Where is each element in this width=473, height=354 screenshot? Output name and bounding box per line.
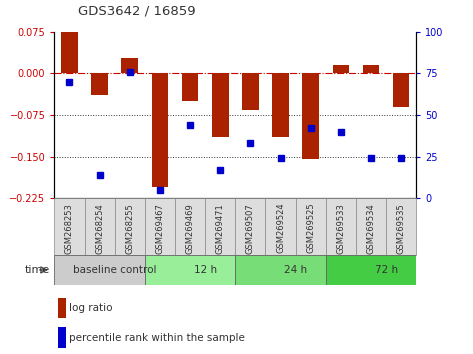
FancyBboxPatch shape (85, 198, 114, 255)
Text: GSM269534: GSM269534 (367, 203, 376, 253)
FancyBboxPatch shape (114, 198, 145, 255)
Text: 72 h: 72 h (375, 265, 398, 275)
Text: GSM268253: GSM268253 (65, 203, 74, 254)
FancyBboxPatch shape (54, 255, 145, 285)
Text: log ratio: log ratio (69, 303, 113, 313)
FancyBboxPatch shape (175, 198, 205, 255)
Bar (61, 32, 78, 74)
Text: GSM269524: GSM269524 (276, 203, 285, 253)
Text: GDS3642 / 16859: GDS3642 / 16859 (78, 5, 196, 18)
Text: GSM269467: GSM269467 (156, 203, 165, 254)
Bar (302, 74, 319, 159)
Text: GSM269525: GSM269525 (306, 203, 315, 253)
FancyBboxPatch shape (235, 198, 265, 255)
FancyBboxPatch shape (145, 198, 175, 255)
Text: GSM268254: GSM268254 (95, 203, 104, 253)
Bar (363, 65, 379, 74)
Text: baseline control: baseline control (73, 265, 157, 275)
FancyBboxPatch shape (326, 198, 356, 255)
Text: 12 h: 12 h (193, 265, 217, 275)
Text: GSM269533: GSM269533 (336, 203, 345, 254)
FancyBboxPatch shape (356, 198, 386, 255)
Bar (152, 74, 168, 187)
FancyBboxPatch shape (145, 255, 235, 285)
Text: GSM268255: GSM268255 (125, 203, 134, 253)
Text: GSM269469: GSM269469 (185, 203, 194, 253)
Bar (212, 74, 228, 137)
Bar (393, 74, 410, 107)
FancyBboxPatch shape (296, 198, 326, 255)
Text: GSM269471: GSM269471 (216, 203, 225, 253)
Bar (91, 74, 108, 95)
Text: 24 h: 24 h (284, 265, 307, 275)
FancyBboxPatch shape (265, 198, 296, 255)
Text: GSM269507: GSM269507 (246, 203, 255, 253)
Text: time: time (25, 265, 50, 275)
Text: GSM269535: GSM269535 (397, 203, 406, 253)
Bar (122, 58, 138, 74)
FancyBboxPatch shape (235, 255, 326, 285)
Bar (242, 74, 259, 109)
Bar (182, 74, 198, 101)
FancyBboxPatch shape (205, 198, 235, 255)
Bar (58, 327, 66, 348)
Bar (333, 65, 349, 74)
FancyBboxPatch shape (54, 198, 85, 255)
FancyBboxPatch shape (386, 198, 416, 255)
Bar (58, 298, 66, 318)
Text: percentile rank within the sample: percentile rank within the sample (69, 333, 245, 343)
FancyBboxPatch shape (326, 255, 416, 285)
Bar (272, 74, 289, 137)
